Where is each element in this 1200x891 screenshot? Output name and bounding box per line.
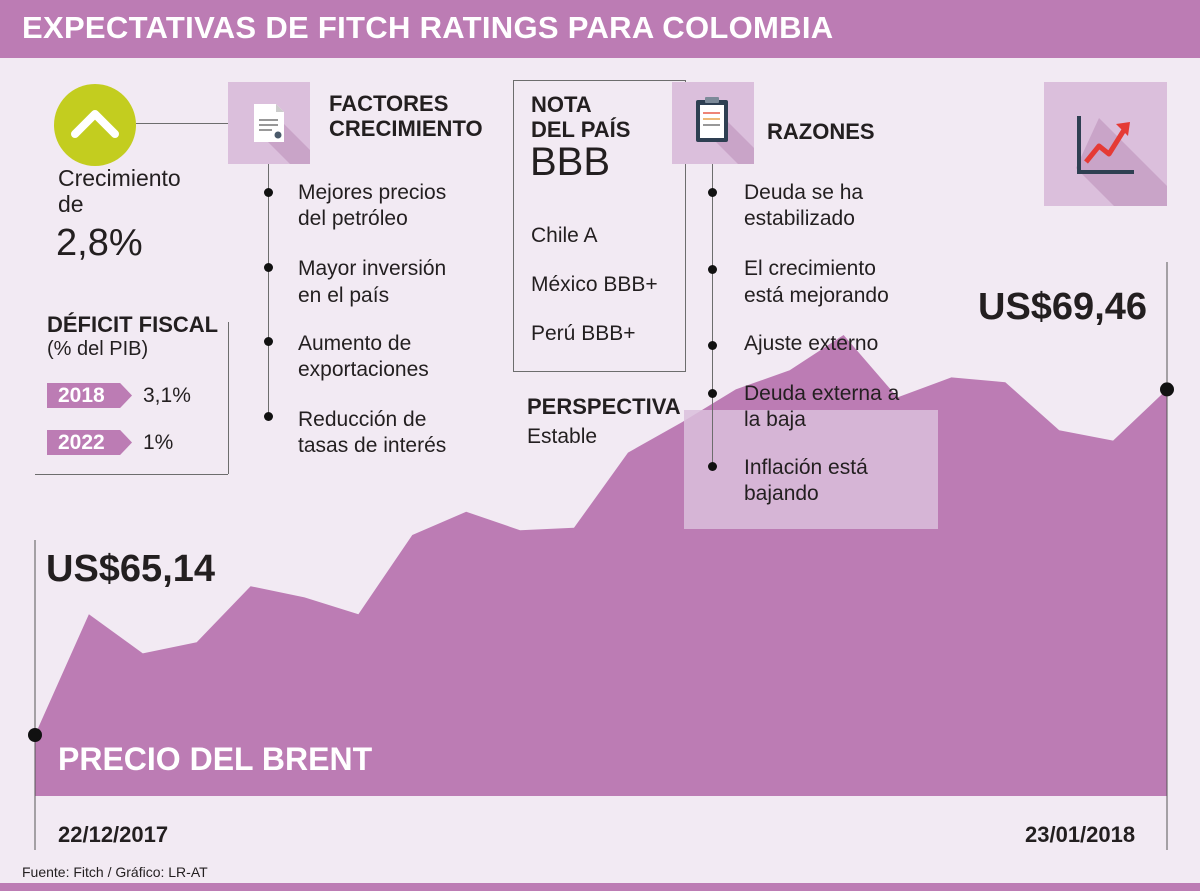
nota-comparison: México BBB+ [531, 273, 658, 296]
source-footer: Fuente: Fitch / Gráfico: LR-AT [22, 864, 208, 880]
factor-item: Mejores precios [298, 181, 447, 204]
nota-title-1: NOTA [531, 92, 592, 117]
nota-box-line-bottom [513, 371, 686, 372]
bullet-dot [708, 265, 717, 274]
razon-item: bajando [744, 482, 819, 505]
factor-item: tasas de interés [298, 434, 447, 457]
factor-item: del petróleo [298, 207, 408, 230]
x-end-label: 23/01/2018 [1025, 822, 1136, 847]
x-start-label: 22/12/2017 [58, 822, 169, 847]
razones-title: RAZONES [767, 119, 875, 144]
nota-title-2: DEL PAÍS [531, 117, 631, 142]
deficit-box-line-v [228, 322, 229, 474]
bullet-dot [708, 188, 717, 197]
year-tag: 2022 [47, 430, 132, 455]
trend-chart-icon [1044, 82, 1167, 206]
chevron-up-icon [54, 84, 136, 166]
clipboard-icon [672, 82, 754, 164]
factor-item: exportaciones [298, 358, 429, 381]
page-title: EXPECTATIVAS DE FITCH RATINGS PARA COLOM… [22, 10, 834, 45]
nota-comparison: Perú BBB+ [531, 322, 636, 345]
bullet-dot [708, 389, 717, 398]
document-icon [228, 82, 310, 164]
nota-box-line-top [513, 80, 686, 81]
growth-value: 2,8% [56, 222, 143, 264]
nota-box-line-left [513, 80, 514, 371]
bullet-dot [708, 341, 717, 350]
bullet-dot [264, 263, 273, 272]
nota-value: BBB [530, 140, 611, 184]
razon-item: estabilizado [744, 207, 855, 230]
deficit-subtitle: (% del PIB) [47, 338, 149, 360]
chart-title: PRECIO DEL BRENT [58, 741, 373, 777]
year-tag: 2018 [47, 383, 132, 408]
deficit-box-line-h [35, 474, 228, 475]
deficit-title: DÉFICIT FISCAL [47, 312, 219, 337]
deficit-value: 1% [143, 431, 174, 454]
end-point [1160, 382, 1174, 397]
nota-comparison: Chile A [531, 224, 598, 247]
factores-title-1: FACTORES [329, 91, 449, 116]
bottom-bar [0, 883, 1200, 891]
perspectiva-title: PERSPECTIVA [527, 394, 681, 419]
razones-overlay [684, 410, 938, 529]
razones-timeline [712, 164, 713, 470]
factor-item: en el país [298, 284, 390, 307]
bullet-dot [264, 188, 273, 197]
razon-item: El crecimiento [744, 257, 876, 280]
razon-item: Inflación está [744, 456, 868, 479]
bullet-dot [264, 412, 273, 421]
growth-label-2: de [58, 191, 84, 217]
deficit-value: 3,1% [143, 384, 191, 407]
factores-timeline [268, 164, 269, 416]
factores-title-2: CRECIMIENTO [329, 116, 483, 141]
bullet-dot [264, 337, 273, 346]
start-point [28, 728, 42, 742]
razon-item: Deuda se ha [744, 181, 864, 204]
start-price-label: US$65,14 [46, 548, 216, 590]
factor-item: Aumento de [298, 332, 412, 355]
factor-item: Mayor inversión [298, 257, 447, 280]
header-bar [0, 0, 1200, 58]
bullet-dot [708, 462, 717, 471]
razon-item: Ajuste externo [744, 332, 879, 355]
nota-box-line-right [685, 80, 686, 371]
end-price-label: US$69,46 [978, 286, 1148, 328]
perspectiva-value: Estable [527, 425, 598, 448]
razon-item: está mejorando [744, 284, 889, 307]
growth-label-1: Crecimiento [58, 165, 181, 191]
factor-item: Reducción de [298, 408, 427, 431]
razon-item: la baja [744, 408, 806, 431]
razon-item: Deuda externa a [744, 382, 900, 405]
connector-line [136, 123, 228, 124]
